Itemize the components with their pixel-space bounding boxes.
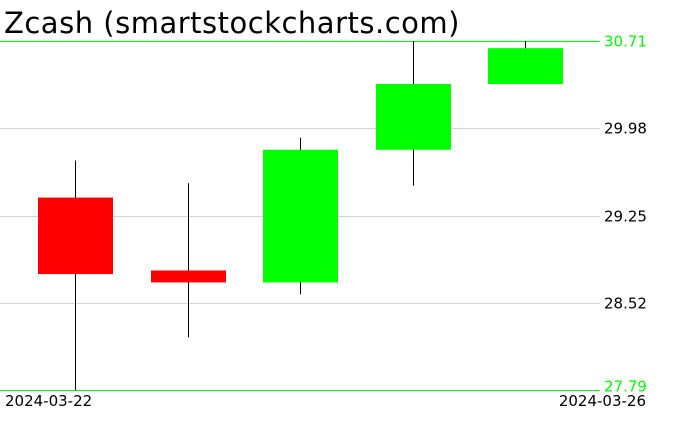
y-tick-label: 27.79 — [604, 378, 647, 396]
y-tick-label: 29.98 — [604, 120, 647, 138]
candle-body-up — [376, 84, 451, 150]
y-tick-label: 30.71 — [604, 33, 647, 51]
y-tick-label: 28.52 — [604, 295, 647, 313]
candle-body-down — [151, 270, 226, 283]
y-tick-label: 29.25 — [604, 208, 647, 226]
x-tick-label: 2024-03-22 — [5, 392, 92, 410]
candle-body-up — [488, 48, 563, 85]
candle-body-down — [38, 197, 113, 275]
x-tick-label: 2024-03-26 — [559, 392, 646, 410]
candle-body-up — [263, 149, 338, 283]
chart-title: Zcash (smartstockcharts.com) — [4, 6, 460, 40]
